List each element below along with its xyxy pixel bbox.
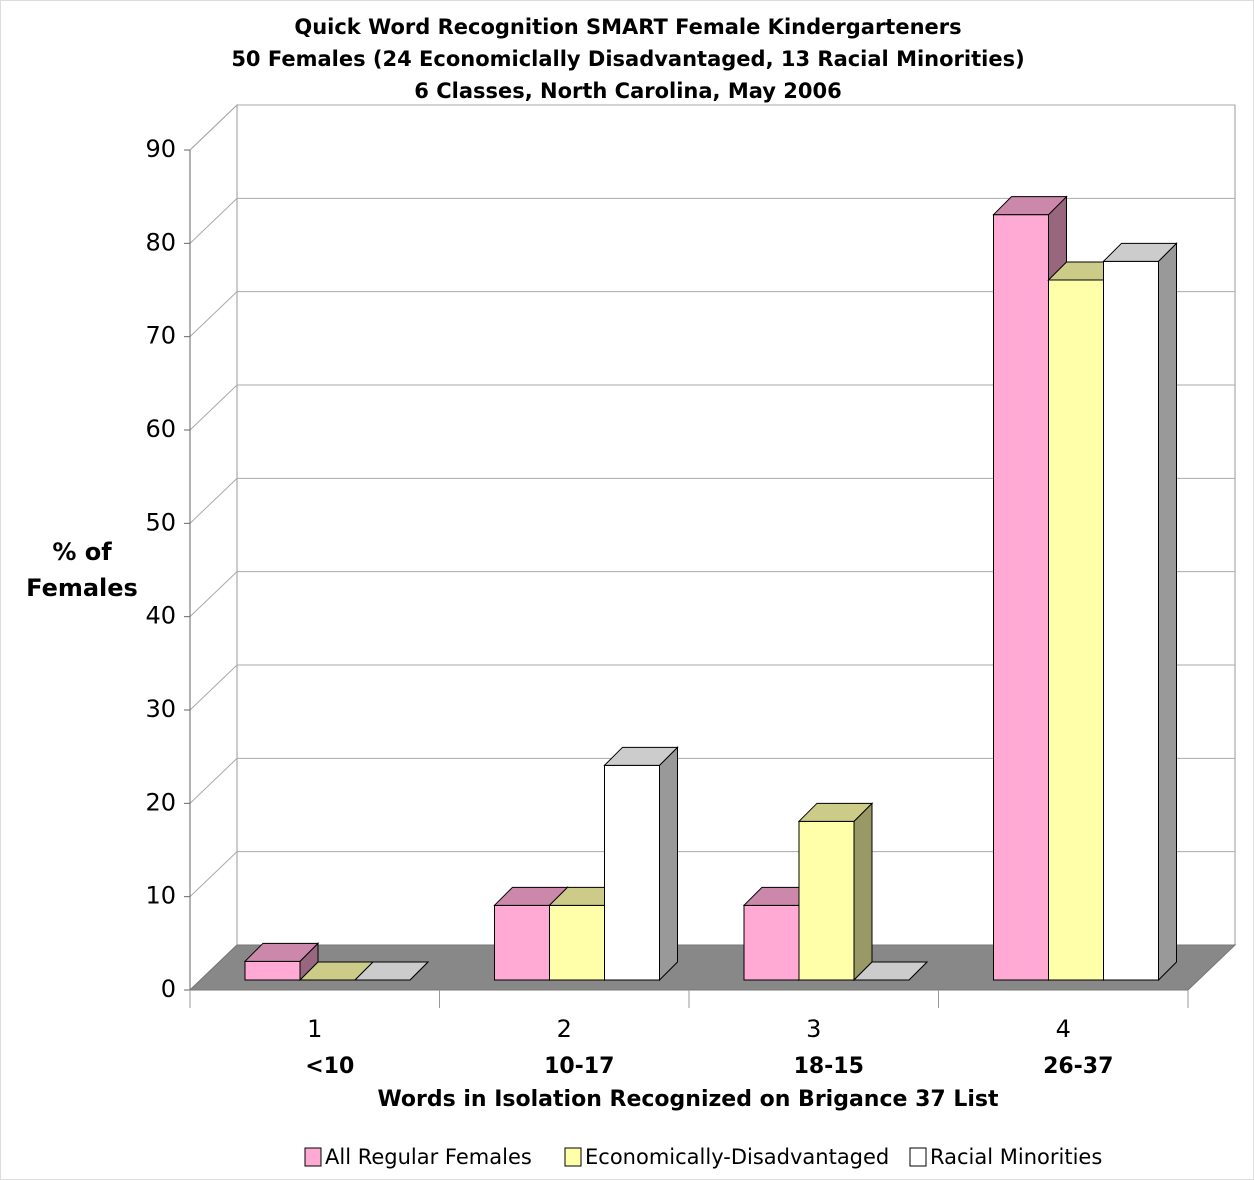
bar-top bbox=[243, 942, 320, 962]
bar-top bbox=[797, 802, 874, 822]
grid-line bbox=[189, 384, 238, 431]
bar bbox=[604, 764, 660, 981]
grid-line bbox=[189, 571, 238, 618]
bar-top bbox=[1102, 242, 1178, 262]
y-tick-label: 20 bbox=[145, 788, 176, 816]
title-line: 6 Classes, North Carolina, May 2006 bbox=[414, 79, 841, 103]
bar bbox=[743, 904, 800, 981]
bar-top bbox=[992, 196, 1068, 216]
grid-line bbox=[189, 291, 238, 338]
grid-line bbox=[189, 477, 238, 524]
x-range-label: 10-17 bbox=[544, 1054, 614, 1079]
floor bbox=[188, 944, 1237, 991]
y-label: Females bbox=[26, 574, 138, 602]
side-wall bbox=[189, 103, 238, 992]
grid-line bbox=[189, 851, 238, 898]
bar bbox=[798, 820, 855, 981]
bar-side bbox=[853, 802, 873, 982]
bar-top bbox=[353, 961, 430, 981]
x-tick-label: 4 bbox=[1056, 1015, 1071, 1043]
bar bbox=[494, 904, 550, 981]
x-range-label: 26-37 bbox=[1043, 1054, 1113, 1079]
bar bbox=[1103, 260, 1159, 981]
x-tick-label: 1 bbox=[307, 1015, 322, 1043]
legend-swatch bbox=[564, 1147, 582, 1167]
bar-top bbox=[852, 961, 929, 981]
grid-line bbox=[189, 664, 238, 711]
grid-line bbox=[189, 104, 238, 151]
x-label: Words in Isolation Recognized on Briganc… bbox=[377, 1087, 999, 1112]
x-range-label: <10 bbox=[305, 1054, 354, 1079]
y-tick-label: 50 bbox=[145, 508, 176, 536]
y-tick-label: 80 bbox=[145, 228, 176, 256]
legend-label: Racial Minorities bbox=[930, 1145, 1102, 1169]
bar bbox=[244, 960, 301, 981]
y-label: % of bbox=[52, 538, 112, 566]
y-tick-label: 0 bbox=[161, 975, 176, 1003]
y-tick-label: 60 bbox=[145, 415, 176, 443]
legend-label: All Regular Females bbox=[325, 1145, 532, 1169]
bar bbox=[1048, 279, 1104, 981]
bar bbox=[993, 214, 1049, 981]
legend-label: Economically-Disadvantaged bbox=[585, 1145, 889, 1169]
title-line: 50 Females (24 Economiclally Disadvantag… bbox=[231, 47, 1024, 71]
y-tick-label: 70 bbox=[145, 322, 176, 350]
legend-swatch bbox=[304, 1147, 322, 1167]
grid-line bbox=[189, 757, 238, 804]
x-tick-label: 3 bbox=[806, 1015, 821, 1043]
bar-side bbox=[659, 746, 678, 982]
grid-line bbox=[189, 197, 238, 244]
y-tick-label: 10 bbox=[145, 882, 176, 910]
x-tick-label: 2 bbox=[557, 1015, 572, 1043]
y-tick-label: 90 bbox=[145, 135, 176, 163]
bar-side bbox=[1158, 242, 1177, 982]
bar-top bbox=[603, 746, 679, 766]
y-tick-label: 40 bbox=[145, 602, 176, 630]
legend-swatch bbox=[909, 1147, 927, 1167]
title-line: Quick Word Recognition SMART Female Kind… bbox=[294, 15, 961, 39]
y-tick-label: 30 bbox=[145, 695, 176, 723]
x-range-label: 18-15 bbox=[794, 1054, 864, 1079]
bar bbox=[549, 904, 605, 981]
